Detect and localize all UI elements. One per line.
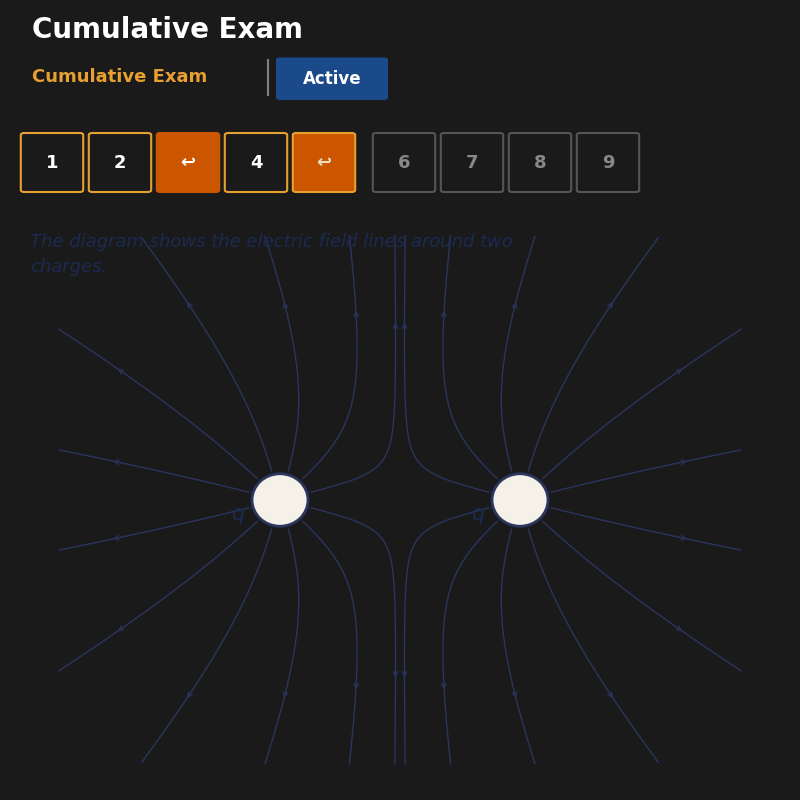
- Text: ↩: ↩: [317, 154, 331, 171]
- Text: 7: 7: [466, 154, 478, 171]
- Circle shape: [252, 474, 308, 526]
- Text: Active: Active: [302, 70, 362, 88]
- Text: 6: 6: [398, 154, 410, 171]
- Text: ↩: ↩: [181, 154, 195, 171]
- Text: 4: 4: [250, 154, 262, 171]
- FancyBboxPatch shape: [157, 133, 219, 192]
- Text: 9: 9: [602, 154, 614, 171]
- Text: 8: 8: [534, 154, 546, 171]
- FancyBboxPatch shape: [276, 58, 388, 100]
- Text: Cumulative Exam: Cumulative Exam: [32, 16, 303, 44]
- Text: 1: 1: [46, 154, 58, 171]
- Text: 2: 2: [114, 154, 126, 171]
- Text: q: q: [231, 504, 245, 524]
- Text: The diagram shows the electric field lines around two
charges.: The diagram shows the electric field lin…: [30, 233, 513, 276]
- Text: Cumulative Exam: Cumulative Exam: [32, 69, 207, 86]
- Text: q: q: [471, 504, 485, 524]
- FancyBboxPatch shape: [293, 133, 355, 192]
- Circle shape: [492, 474, 548, 526]
